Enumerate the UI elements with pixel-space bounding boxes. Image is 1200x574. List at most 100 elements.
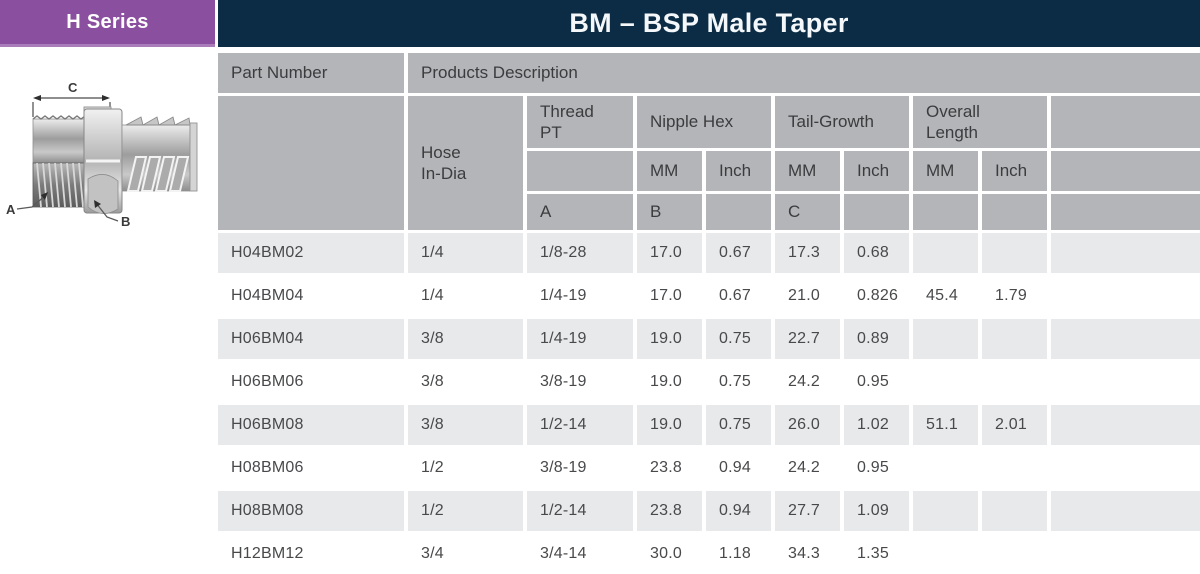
table-cell: 17.0 [637, 276, 702, 316]
header-spacer-cell [1051, 151, 1200, 191]
ref-header-a: A [527, 194, 633, 230]
table-cell [982, 233, 1047, 273]
unit-header-mm: MM [637, 151, 702, 191]
table-cell: 1/2 [408, 448, 523, 488]
table-cell [982, 534, 1047, 574]
leader-a [16, 192, 48, 210]
ref-header-c: C [775, 194, 840, 230]
table-cell: 0.75 [706, 319, 771, 359]
col-header-products-description: Products Description [408, 53, 1200, 93]
table-cell: 1.02 [844, 405, 909, 445]
col-header-thread-pt: Thread PT [527, 96, 633, 148]
table-cell: 34.3 [775, 534, 840, 574]
table-cell: 1.79 [982, 276, 1047, 316]
table-cell: 0.95 [844, 362, 909, 402]
header-spacer-cell [1051, 96, 1200, 148]
table-cell: 19.0 [637, 405, 702, 445]
table-cell [982, 319, 1047, 359]
table-cell [1051, 233, 1200, 273]
table-cell: 1/8-28 [527, 233, 633, 273]
table-cell: 51.1 [913, 405, 978, 445]
table-cell: 3/4-14 [527, 534, 633, 574]
drawing-label-b: B [121, 214, 130, 229]
table-cell: 30.0 [637, 534, 702, 574]
table-cell: 0.75 [706, 362, 771, 402]
series-badge-label: H Series [66, 10, 149, 33]
table-cell: H08BM06 [218, 448, 404, 488]
table-cell: 0.94 [706, 448, 771, 488]
table-cell [1051, 319, 1200, 359]
drawing-label-a: A [6, 202, 16, 217]
table-cell [982, 491, 1047, 531]
table-cell [1051, 362, 1200, 402]
table-cell [982, 362, 1047, 402]
table-cell: 3/8-19 [527, 362, 633, 402]
table-cell [1051, 276, 1200, 316]
table-cell: H04BM02 [218, 233, 404, 273]
hex-section [83, 108, 123, 214]
table-cell: H06BM04 [218, 319, 404, 359]
table-cell: 3/4 [408, 534, 523, 574]
table-cell: H06BM08 [218, 405, 404, 445]
table-cell [913, 491, 978, 531]
col-header-overall-length: Overall Length [913, 96, 1047, 148]
header-spacer-cell [913, 194, 978, 230]
table-cell: 0.67 [706, 276, 771, 316]
drawing-panel: C [0, 47, 218, 572]
table-cell [1051, 448, 1200, 488]
table-cell: 3/8-19 [527, 448, 633, 488]
title-bar: BM – BSP Male Taper [218, 0, 1200, 47]
unit-header-inch: Inch [844, 151, 909, 191]
table-cell: 0.67 [706, 233, 771, 273]
table-cell: 0.75 [706, 405, 771, 445]
ref-header-b: B [637, 194, 702, 230]
header-spacer-cell [844, 194, 909, 230]
fitting-drawing-svg: C [6, 80, 198, 229]
table-cell [913, 362, 978, 402]
dim-arrow-right-icon [102, 95, 110, 101]
table-cell: 0.95 [844, 448, 909, 488]
table-cell: 1/2 [408, 491, 523, 531]
table-cell: 23.8 [637, 491, 702, 531]
table-cell: 24.2 [775, 362, 840, 402]
table-cell: H06BM06 [218, 362, 404, 402]
table-cell: 22.7 [775, 319, 840, 359]
table-cell: 0.826 [844, 276, 909, 316]
table-cell: 19.0 [637, 319, 702, 359]
page-title: BM – BSP Male Taper [569, 8, 849, 38]
table-cell [982, 448, 1047, 488]
table-cell: H08BM08 [218, 491, 404, 531]
table-cell: H04BM04 [218, 276, 404, 316]
table-cell [1051, 534, 1200, 574]
header-spacer-cell [527, 151, 633, 191]
table-cell: 1/4-19 [527, 319, 633, 359]
header-spacer-cell [218, 96, 404, 230]
table-cell: 3/8 [408, 319, 523, 359]
table-cell: 17.3 [775, 233, 840, 273]
table-cell: 1.18 [706, 534, 771, 574]
table-cell: 1/2-14 [527, 491, 633, 531]
header-spacer-cell [1051, 194, 1200, 230]
table-cell: 45.4 [913, 276, 978, 316]
table-cell: 0.89 [844, 319, 909, 359]
table-cell: 19.0 [637, 362, 702, 402]
dimension-label-c: C [68, 80, 78, 95]
table-cell: 1/4-19 [527, 276, 633, 316]
spec-table: Part Number Products Description Hose In… [218, 53, 1200, 574]
unit-header-inch: Inch [706, 151, 771, 191]
unit-header-inch: Inch [982, 151, 1047, 191]
header-spacer-cell [982, 194, 1047, 230]
series-badge: H Series [0, 0, 215, 47]
table-cell: 2.01 [982, 405, 1047, 445]
table-cell: 3/8 [408, 405, 523, 445]
table-cell: 0.94 [706, 491, 771, 531]
table-cell: 1.35 [844, 534, 909, 574]
table-cell: 1/4 [408, 233, 523, 273]
table-cell: 3/8 [408, 362, 523, 402]
table-cell: 24.2 [775, 448, 840, 488]
table-cell: 26.0 [775, 405, 840, 445]
table-cell: 23.8 [637, 448, 702, 488]
table-cell: 1.09 [844, 491, 909, 531]
unit-header-mm: MM [913, 151, 978, 191]
